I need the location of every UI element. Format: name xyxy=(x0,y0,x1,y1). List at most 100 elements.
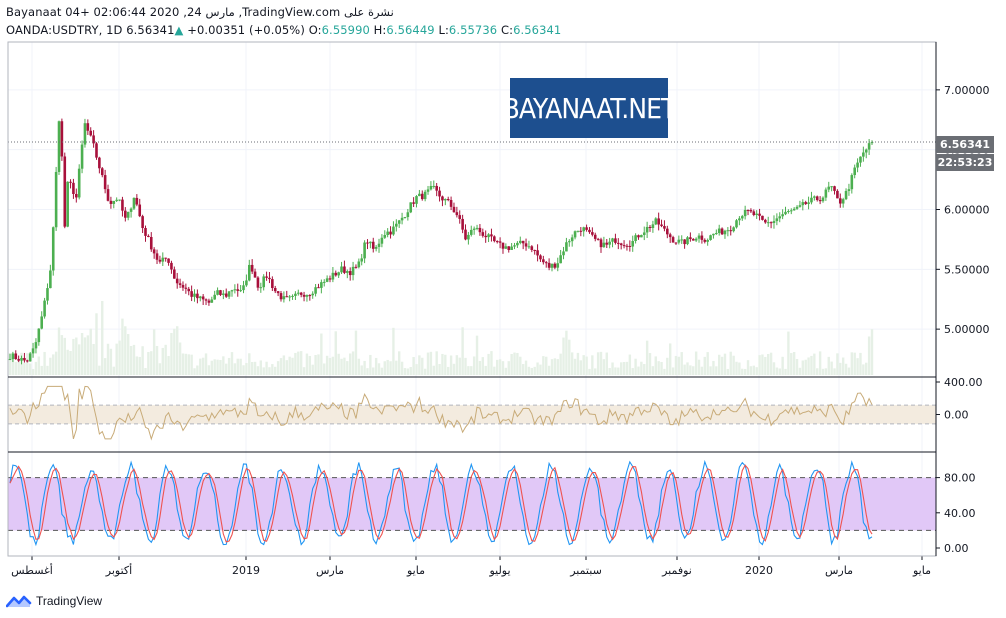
volume-bar xyxy=(103,358,107,375)
candle-body xyxy=(149,236,153,250)
candle-body xyxy=(351,266,355,276)
tradingview-logo-icon xyxy=(6,595,32,608)
candle-body xyxy=(25,360,29,362)
candle-body xyxy=(152,249,156,254)
volume-bar xyxy=(671,367,675,375)
candle-body xyxy=(746,209,750,211)
candle-body xyxy=(706,240,709,242)
candle-body xyxy=(856,162,859,168)
volume-bar xyxy=(821,368,825,375)
volume-bar xyxy=(403,368,407,375)
volume-bar xyxy=(299,351,303,375)
candle-body xyxy=(54,171,58,228)
candle-body xyxy=(250,264,254,272)
volume-bar xyxy=(288,356,291,375)
pane-frames xyxy=(7,41,937,557)
candle-body xyxy=(498,241,502,243)
candle-body xyxy=(772,221,776,223)
up-triangle-icon: ▲ xyxy=(174,23,184,37)
volume-bar xyxy=(184,353,188,375)
volume-bar xyxy=(850,352,854,375)
candle-body xyxy=(392,226,395,235)
candle-body xyxy=(775,218,779,222)
volume-bar xyxy=(109,348,113,375)
volume-bar xyxy=(26,353,29,375)
volume-bar xyxy=(617,367,620,375)
candle-body xyxy=(357,261,361,268)
candle-body xyxy=(455,212,459,216)
volume-bar xyxy=(732,355,735,375)
high-label: H: xyxy=(373,23,387,37)
volume-bar xyxy=(458,357,461,375)
volume-bar xyxy=(648,353,652,375)
volume-bar xyxy=(677,356,681,375)
volume-bar xyxy=(173,328,176,375)
candle-body xyxy=(11,353,15,360)
candle-body xyxy=(798,205,802,207)
candle-body xyxy=(810,197,813,203)
volume-bar xyxy=(158,363,162,375)
candle-body xyxy=(700,235,704,240)
volume-bar xyxy=(813,353,816,375)
candle-body xyxy=(778,216,782,219)
candle-body xyxy=(34,342,38,349)
volume-bar xyxy=(193,368,196,375)
candle-body xyxy=(666,228,669,235)
candle-body xyxy=(544,262,548,264)
candle-body xyxy=(273,288,277,292)
candle-body xyxy=(830,186,833,188)
candle-body xyxy=(651,224,655,228)
volume-bar xyxy=(248,353,251,375)
candle-body xyxy=(527,246,531,248)
volume-bar xyxy=(447,366,450,375)
volume-bar xyxy=(703,356,706,375)
time-tick-label: نوفمبر xyxy=(661,564,692,577)
volume-bar xyxy=(210,360,214,375)
chart-canvas[interactable]: 7.000006.500006.000005.500005.00000400.0… xyxy=(0,0,1006,590)
time-tick-label: أكتوبر xyxy=(105,563,132,577)
volume-bar xyxy=(645,340,649,375)
close-label: C: xyxy=(500,23,514,37)
footer-brand[interactable]: TradingView xyxy=(6,591,102,611)
volume-bar xyxy=(712,360,715,375)
volume-bar xyxy=(112,366,115,375)
volume-bar xyxy=(199,358,202,375)
volume-bar xyxy=(429,351,433,375)
candle-body xyxy=(28,353,32,362)
candle-body xyxy=(17,359,20,361)
volume-bar xyxy=(507,361,510,375)
candle-body xyxy=(8,359,12,361)
candle-body xyxy=(320,282,323,288)
volume-bar xyxy=(75,337,78,375)
oscillator-tick-label: 400.00 xyxy=(944,376,983,389)
candle-body xyxy=(95,143,98,158)
volume-bar xyxy=(343,357,346,375)
volume-bar xyxy=(686,362,689,375)
symbol-label[interactable]: OANDA:USDTRY, 1D xyxy=(6,23,123,37)
candle-body xyxy=(236,289,240,291)
candle-body xyxy=(129,208,133,212)
volume-bar xyxy=(276,361,280,375)
header-ohlc-line: OANDA:USDTRY, 1D 6.56341▲ +0.00351 (+0.0… xyxy=(6,23,561,37)
candle-body xyxy=(469,229,473,235)
volume-bar xyxy=(830,361,833,375)
candle-body xyxy=(789,210,793,212)
volume-bar xyxy=(409,366,412,375)
volume-bar xyxy=(204,353,208,375)
volume-bar xyxy=(155,346,159,375)
candle-body xyxy=(276,291,280,294)
volume-bar xyxy=(464,357,467,375)
volume-bar xyxy=(625,361,629,375)
volume-bar xyxy=(294,352,297,375)
volume-bar xyxy=(859,352,862,375)
time-tick-label: يوليو xyxy=(488,564,510,577)
candle-body xyxy=(781,214,784,217)
candle-body xyxy=(328,278,332,280)
stochastic-d-line xyxy=(9,464,873,543)
candle-body xyxy=(487,234,490,238)
volume-bar xyxy=(54,351,58,375)
candle-body xyxy=(850,175,854,190)
volume-bar xyxy=(824,368,828,375)
volume-bar xyxy=(807,357,810,375)
volume-bar xyxy=(129,346,133,375)
